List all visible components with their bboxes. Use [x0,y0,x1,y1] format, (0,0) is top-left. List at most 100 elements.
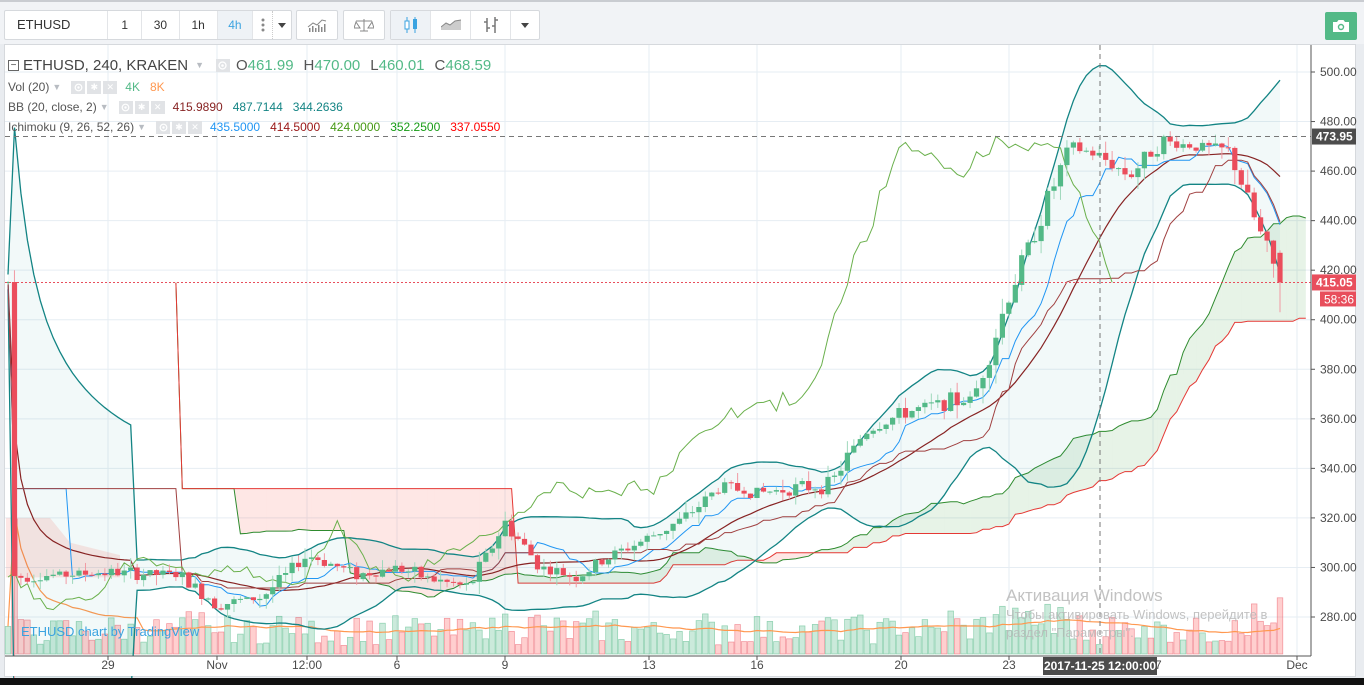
indicator-remove-close-icon[interactable]: ✕ [103,80,118,94]
snapshot-button[interactable] [1325,12,1357,40]
price-tick-label: 380.00 [1320,362,1357,376]
time-tick-label: 9 [502,658,509,672]
grid [5,45,1311,656]
price-tick-label: 280.00 [1320,610,1357,624]
indicator-value: 415.9890 [172,100,223,114]
time-tick-label: 29 [101,658,115,672]
vertical-dots-icon [261,18,265,32]
compare-group [343,10,385,40]
indicator-visibility-eye-icon[interactable] [156,120,170,134]
interval-1h[interactable]: 1h [180,11,218,39]
chart-legend: − ETHUSD, 240, KRAKEN ▼ O 461.99 H 470.00 … [8,53,510,137]
bollinger-fill [8,65,1280,685]
camera-icon [1333,20,1349,32]
indicator-visibility-eye-icon[interactable] [71,80,86,94]
open-label: O [235,56,248,74]
low-label: L [370,56,379,74]
low-value: 460.01 [378,56,425,74]
chart-type-candles-button[interactable] [391,11,431,39]
indicator-settings-gear-icon[interactable]: ✱ [172,120,186,134]
ohlc-bars-icon [483,17,498,33]
symbol-input[interactable]: ETHUSD [5,11,109,39]
price-tick-label: 300.00 [1320,560,1357,574]
more-intervals-button[interactable] [253,11,274,39]
tradingview-watermark-link[interactable]: ETHUSD chart by TradingView [21,624,200,639]
interval-4h[interactable]: 4h [217,11,254,39]
indicators-chart-icon [307,19,327,32]
indicator-settings-gear-icon[interactable]: ✱ [87,80,102,94]
indicator-visibility-eye-icon[interactable] [118,100,133,114]
crosshair-price-label: 473.95 [1316,130,1353,144]
time-tick-label: Nov [206,658,227,672]
series-visibility-eye-icon[interactable] [215,58,230,72]
collapse-legend-icon[interactable]: − [8,59,19,71]
indicator-remove-close-icon[interactable]: ✕ [188,120,202,134]
ichimoku-lead2-line [175,282,1306,584]
caret-down-icon [278,22,287,28]
chart-container[interactable] [4,44,1356,677]
indicator-value: 435.5000 [210,120,261,134]
indicator-legend-row: Vol (20) ▼ ✱ ✕ 4K 8K [8,77,510,97]
indicator-value: 424.0000 [330,120,381,134]
time-tick-label: Dec [1286,658,1307,672]
high-value: 470.00 [314,56,361,74]
series-menu-caret-icon[interactable]: ▼ [195,60,204,70]
time-axis[interactable]: 29 Nov 12:00 6 9 13 16 20 23 Dec 2017-11-25 12:00:… [101,656,1308,675]
time-tick-label: 23 [1002,658,1016,672]
high-label: H [303,56,315,74]
series-legend: − ETHUSD, 240, KRAKEN ▼ O 461.99 H 470.00 … [8,53,510,77]
last-price-label: 415.05 [1316,275,1353,289]
price-tick-label: 420.00 [1320,263,1357,277]
indicator-menu-caret-icon[interactable]: ▼ [52,82,62,92]
chart-toolbar: ETHUSD 1 30 1h 4h [0,0,1364,44]
indicator-value: 487.7144 [232,100,283,114]
taskbar-edge [0,678,1364,685]
interval-30[interactable]: 30 [142,11,180,39]
price-axis[interactable]: 280.00 300.00 320.00 340.00 360.00 380.00 400.… [1311,65,1357,624]
indicator-settings-gear-icon[interactable]: ✱ [134,100,149,114]
time-tick-label: 13 [642,658,656,672]
indicators-button[interactable] [297,11,337,39]
indicator-menu-caret-icon[interactable]: ▼ [99,102,109,112]
open-value: 461.99 [247,56,294,74]
price-tick-label: 440.00 [1320,214,1357,228]
indicator-menu-caret-icon[interactable]: ▼ [137,122,146,132]
bollinger-basis-line [7,153,1281,592]
close-value: 468.59 [445,56,492,74]
chart-type-area-button[interactable] [431,11,471,39]
ichimoku-conversion-line [7,144,1281,607]
indicator-legend-row: BB (20, close, 2) ▼ ✱ ✕ 415.9890 487.7144 344.… [8,97,510,117]
indicator-name: Vol (20) [8,80,50,94]
chart-type-group [390,10,540,40]
compare-button[interactable] [344,11,384,39]
ichimoku-base-line [7,159,1281,589]
price-tick-label: 400.00 [1320,313,1357,327]
interval-1[interactable]: 1 [108,11,143,39]
close-label: C [434,56,446,74]
indicator-value: 337.0550 [450,120,501,134]
indicator-value: 352.2500 [390,120,441,134]
indicator-value: 4K [125,80,140,94]
last-price-badge [1312,274,1356,291]
scales-icon [354,19,374,32]
indicator-remove-close-icon[interactable]: ✕ [150,100,165,114]
ichimoku-cloud [6,216,1306,598]
bollinger-lower-line [7,183,1281,685]
time-tick-label: 16 [750,658,764,672]
area-chart-icon [440,19,461,30]
indicator-legend-row: Ichimoku (9, 26, 52, 26) ▼ ✱ ✕ 435.5000 414.5… [8,117,510,137]
volume-bars [4,518,1284,655]
price-tick-label: 320.00 [1320,511,1357,525]
time-tick-label: 7 [1155,658,1162,672]
indicator-name: BB (20, close, 2) [8,100,97,114]
indicator-value: 344.2636 [292,100,343,114]
chart-type-dropdown-button[interactable] [511,11,539,39]
chart-type-bars-button[interactable] [471,11,511,39]
interval-dropdown-button[interactable] [273,11,291,39]
volume-ma-line [7,512,1281,634]
caret-down-icon [521,22,529,28]
price-tick-label: 500.00 [1320,65,1357,79]
bar-countdown-label: 58:36 [1324,292,1354,306]
price-tick-label: 480.00 [1320,115,1357,129]
